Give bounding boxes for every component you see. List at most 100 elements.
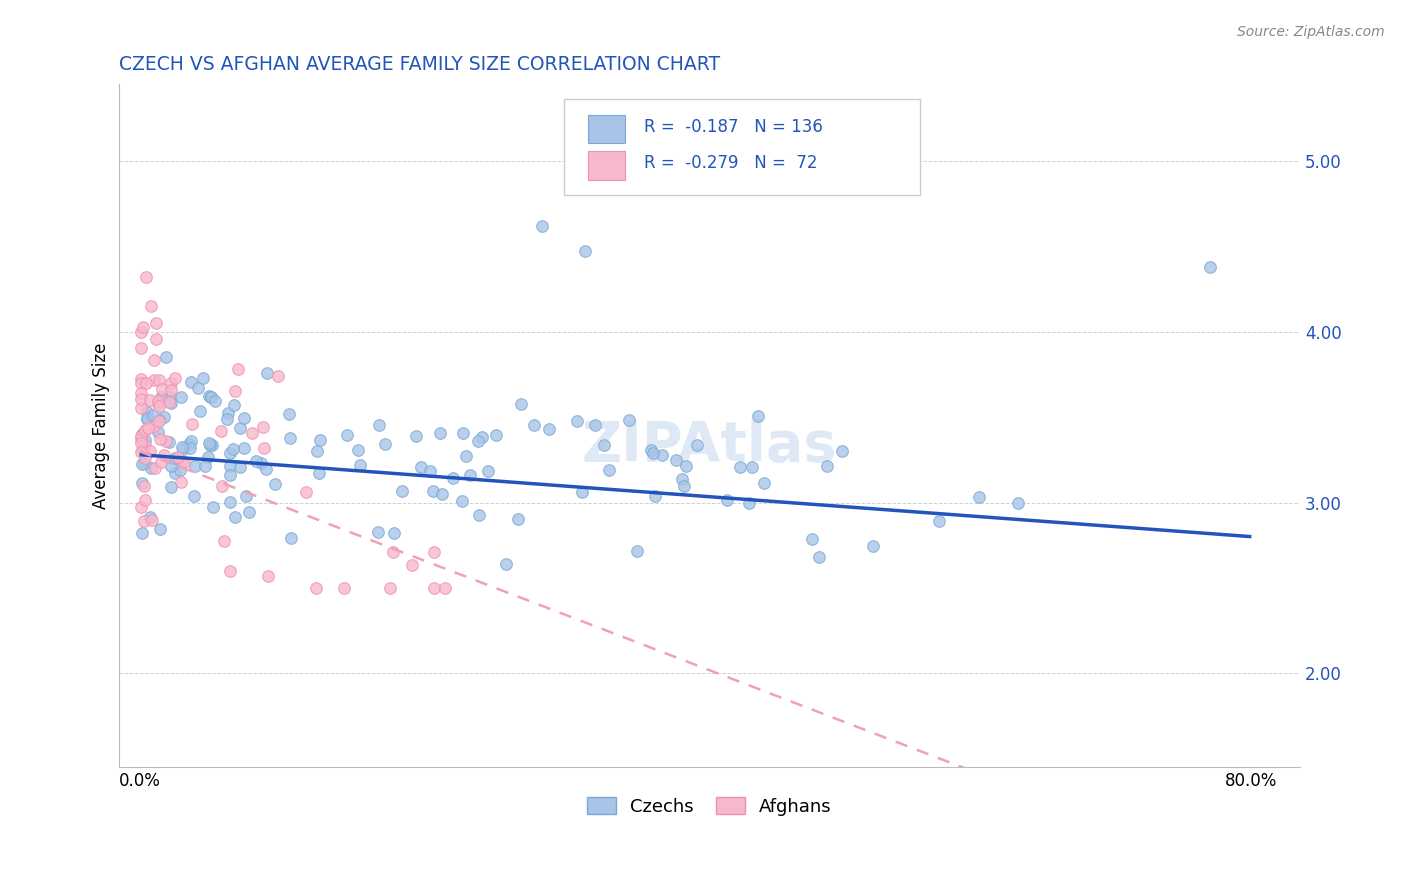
Point bbox=[574, 244, 596, 259]
Point bbox=[157, 394, 180, 409]
Point bbox=[132, 515, 155, 529]
Point bbox=[815, 459, 838, 474]
Point bbox=[233, 441, 256, 455]
Point bbox=[278, 431, 301, 445]
Point bbox=[215, 412, 238, 426]
Point bbox=[148, 412, 170, 426]
FancyBboxPatch shape bbox=[564, 99, 920, 195]
Point bbox=[374, 437, 396, 451]
Point bbox=[264, 476, 287, 491]
Text: R =  -0.279   N =  72: R = -0.279 N = 72 bbox=[644, 153, 818, 171]
Point bbox=[391, 483, 413, 498]
Point bbox=[129, 433, 152, 447]
Point bbox=[252, 420, 274, 434]
Point bbox=[256, 366, 278, 380]
Point bbox=[187, 381, 209, 395]
Point bbox=[146, 396, 169, 410]
Point bbox=[173, 454, 195, 468]
Point bbox=[150, 390, 173, 404]
Point bbox=[626, 543, 648, 558]
Point bbox=[143, 460, 166, 475]
Point bbox=[233, 411, 256, 425]
Text: CZECH VS AFGHAN AVERAGE FAMILY SIZE CORRELATION CHART: CZECH VS AFGHAN AVERAGE FAMILY SIZE CORR… bbox=[118, 55, 720, 74]
Point bbox=[148, 373, 170, 387]
Point bbox=[1007, 495, 1029, 509]
Point bbox=[153, 409, 176, 424]
Point bbox=[450, 493, 472, 508]
Point bbox=[451, 425, 474, 440]
Point bbox=[245, 454, 267, 468]
Point bbox=[129, 326, 152, 340]
Point bbox=[651, 448, 673, 462]
Point bbox=[170, 454, 193, 468]
Point bbox=[169, 463, 191, 477]
Point bbox=[349, 458, 371, 473]
Point bbox=[267, 368, 290, 383]
Point bbox=[194, 459, 217, 474]
Point bbox=[434, 581, 457, 595]
Point bbox=[382, 525, 405, 540]
Point bbox=[928, 514, 950, 528]
Point bbox=[132, 319, 155, 334]
Point bbox=[218, 495, 240, 509]
Point bbox=[278, 408, 301, 422]
Point bbox=[422, 581, 444, 595]
Point bbox=[471, 430, 494, 444]
Point bbox=[148, 399, 170, 413]
Point bbox=[441, 470, 464, 484]
Point bbox=[131, 475, 153, 490]
Point bbox=[218, 446, 240, 460]
Point bbox=[477, 464, 499, 478]
Point bbox=[219, 467, 242, 482]
Point bbox=[200, 390, 222, 404]
Point bbox=[509, 397, 531, 411]
Point bbox=[280, 531, 302, 545]
Point bbox=[643, 446, 665, 460]
Point bbox=[495, 557, 517, 571]
Point bbox=[256, 569, 278, 583]
Point bbox=[598, 462, 620, 476]
Point bbox=[134, 423, 156, 437]
Point bbox=[209, 424, 232, 438]
Point bbox=[160, 384, 183, 398]
Point bbox=[145, 332, 167, 346]
Point bbox=[419, 464, 441, 478]
Point bbox=[129, 376, 152, 390]
Point bbox=[747, 409, 769, 423]
Point bbox=[565, 414, 588, 428]
Point bbox=[163, 451, 186, 466]
Point bbox=[160, 396, 183, 410]
Point bbox=[134, 492, 156, 507]
Point bbox=[429, 425, 451, 440]
Point bbox=[831, 444, 853, 458]
Point bbox=[149, 432, 172, 446]
Point bbox=[644, 489, 666, 503]
Point bbox=[172, 442, 194, 457]
Point bbox=[716, 493, 738, 508]
Point bbox=[253, 442, 276, 456]
Point bbox=[218, 564, 240, 578]
Point bbox=[665, 453, 688, 467]
Point bbox=[222, 398, 245, 412]
Point bbox=[145, 316, 167, 330]
Point bbox=[468, 508, 491, 522]
Point bbox=[142, 408, 165, 422]
Point bbox=[673, 478, 696, 492]
Point bbox=[155, 351, 177, 365]
Point bbox=[138, 392, 160, 407]
Point bbox=[211, 479, 233, 493]
Point bbox=[467, 434, 489, 448]
Point bbox=[184, 459, 207, 474]
Point bbox=[305, 581, 328, 595]
Point bbox=[129, 445, 152, 459]
Point bbox=[430, 487, 453, 501]
Point bbox=[135, 376, 157, 390]
Point bbox=[617, 413, 640, 427]
Point bbox=[180, 417, 202, 431]
Point bbox=[222, 442, 245, 456]
Point bbox=[531, 219, 554, 233]
Point bbox=[741, 459, 763, 474]
Point bbox=[188, 404, 211, 418]
Text: ZIPAtlas: ZIPAtlas bbox=[582, 419, 837, 473]
Point bbox=[159, 376, 181, 390]
